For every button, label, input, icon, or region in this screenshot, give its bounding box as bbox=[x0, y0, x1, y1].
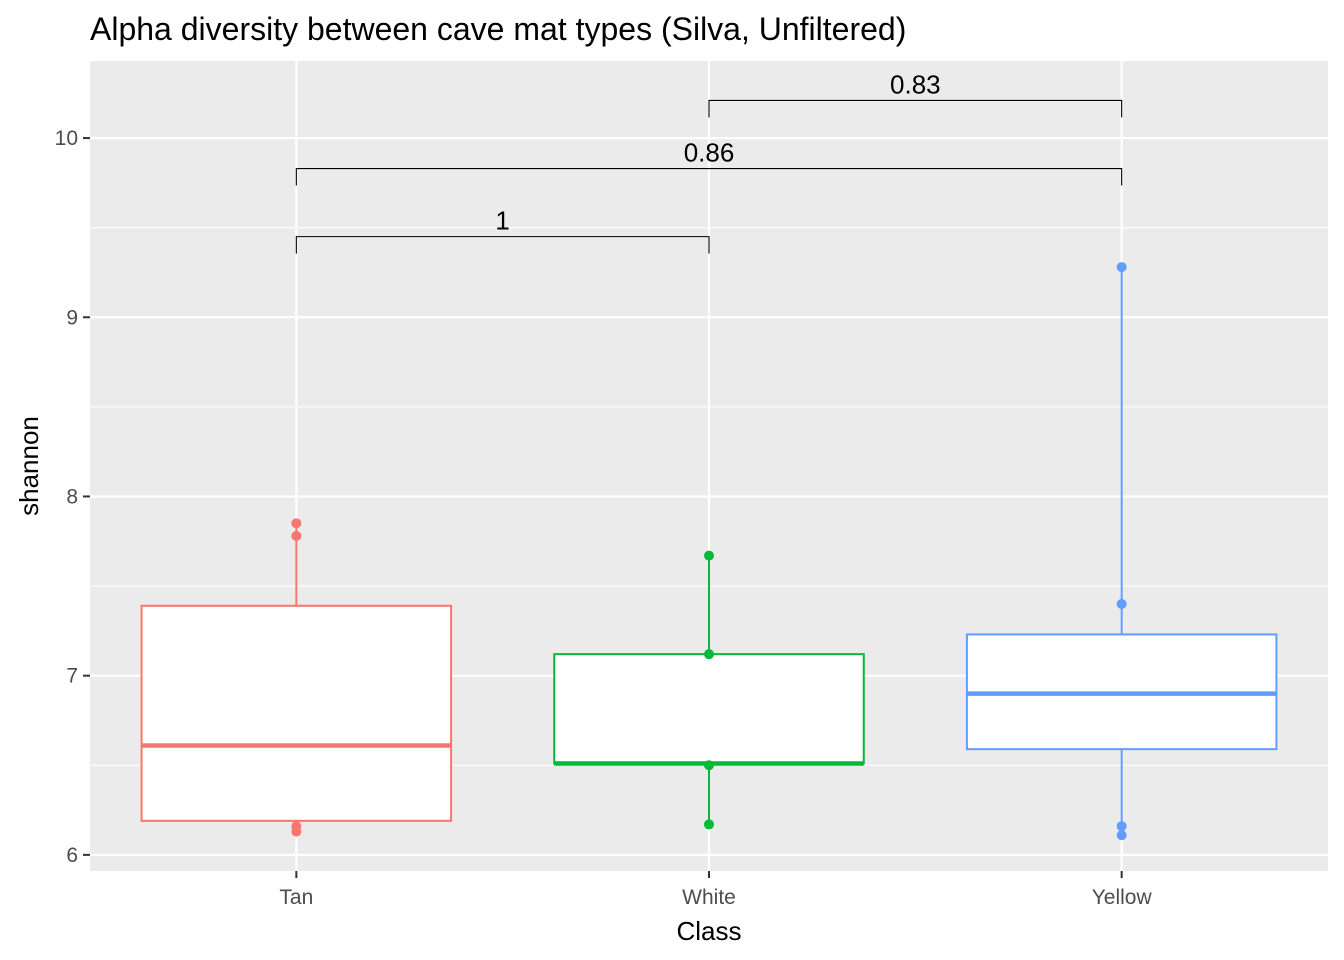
comparison-bracket: 1 bbox=[295, 206, 710, 254]
data-point bbox=[291, 518, 302, 529]
x-tick-label: Tan bbox=[279, 886, 313, 909]
data-point bbox=[1116, 262, 1127, 273]
bracket-line bbox=[295, 167, 1123, 186]
data-point bbox=[1116, 821, 1127, 832]
comparison-bracket: 0.86 bbox=[295, 138, 1123, 186]
data-point bbox=[1116, 830, 1127, 841]
data-point bbox=[704, 760, 714, 771]
data-point bbox=[704, 819, 714, 830]
y-tick-label: 9 bbox=[66, 306, 78, 329]
box-yellow bbox=[965, 267, 1278, 836]
x-axis-title: Class bbox=[676, 916, 741, 946]
p-value-label: 0.86 bbox=[684, 138, 735, 168]
bracket-line bbox=[295, 236, 710, 254]
box-iqr bbox=[140, 604, 453, 822]
y-tick-label: 8 bbox=[66, 485, 78, 508]
y-axis-title: shannon bbox=[14, 416, 44, 516]
bracket-line bbox=[708, 99, 1123, 118]
box-tan bbox=[140, 523, 453, 832]
y-tick-label: 7 bbox=[66, 665, 78, 688]
x-tick-label: Yellow bbox=[1092, 886, 1153, 909]
box-iqr bbox=[553, 653, 865, 765]
data-point bbox=[704, 550, 714, 561]
chart-title: Alpha diversity between cave mat types (… bbox=[90, 11, 906, 47]
p-value-label: 1 bbox=[495, 206, 509, 236]
data-point bbox=[704, 649, 714, 660]
y-tick-label: 6 bbox=[66, 844, 78, 867]
x-tick-label: White bbox=[682, 886, 736, 909]
y-tick-label: 10 bbox=[55, 127, 78, 150]
data-point bbox=[291, 530, 302, 541]
box-white bbox=[553, 555, 865, 825]
data-point bbox=[1116, 598, 1127, 609]
p-value-label: 0.83 bbox=[890, 69, 941, 99]
data-point bbox=[291, 826, 302, 837]
comparison-bracket: 0.83 bbox=[708, 69, 1123, 118]
